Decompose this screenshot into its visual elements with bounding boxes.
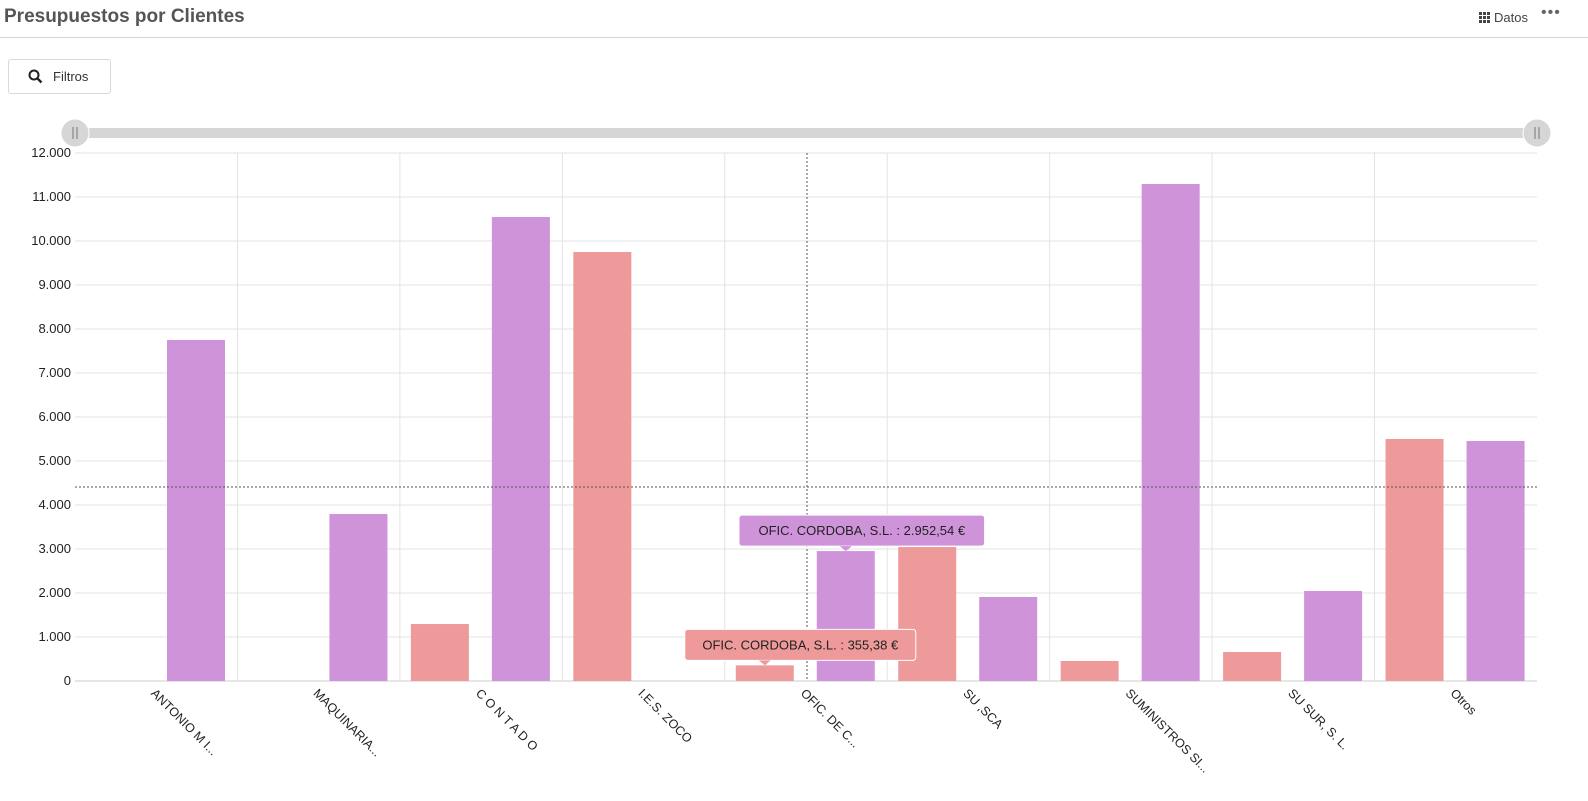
y-tick-label: 1.000 xyxy=(38,629,71,644)
y-tick-label: 12.000 xyxy=(31,145,71,160)
y-tick-label: 4.000 xyxy=(38,497,71,512)
tooltip-box xyxy=(738,514,986,547)
x-tick-label: C O N T A D O xyxy=(473,686,541,754)
bar-series2[interactable] xyxy=(1141,184,1200,681)
bar-series2[interactable] xyxy=(979,597,1038,681)
slider-handle-right[interactable] xyxy=(1522,118,1552,148)
y-tick-label: 3.000 xyxy=(38,541,71,556)
bar-series2[interactable] xyxy=(329,514,388,681)
page-title: Presupuestos por Clientes xyxy=(4,6,245,27)
y-tick-label: 7.000 xyxy=(38,365,71,380)
bar-series2[interactable] xyxy=(167,340,225,681)
tooltip-arrow xyxy=(839,546,852,552)
bar-series2[interactable] xyxy=(816,551,875,681)
bar-series2[interactable] xyxy=(1466,440,1525,681)
header: Presupuestos por Clientes Datos ••• xyxy=(0,0,1588,38)
bar-series1[interactable] xyxy=(898,547,957,681)
datos-button[interactable]: Datos xyxy=(1479,10,1528,25)
search-icon xyxy=(28,69,43,84)
bar-series1[interactable] xyxy=(735,665,794,681)
x-tick-label: ANTONIO M I... xyxy=(148,686,220,758)
y-tick-label: 11.000 xyxy=(32,189,71,204)
x-tick-label: SU ,SCA xyxy=(960,686,1006,732)
filtros-label: Filtros xyxy=(53,69,89,84)
filtros-button[interactable]: Filtros xyxy=(8,59,111,94)
tooltip-text: OFIC. CORDOBA, S.L. : 355,38 € xyxy=(702,637,899,652)
bar-series1[interactable] xyxy=(1060,660,1119,681)
y-tick-label: 10.000 xyxy=(31,233,71,248)
x-tick-label: OFIC. DE C... xyxy=(798,686,862,750)
range-slider[interactable] xyxy=(60,118,1552,148)
bar-series1[interactable] xyxy=(1385,439,1444,681)
y-tick-label: 0 xyxy=(64,673,71,688)
y-tick-label: 5.000 xyxy=(38,453,71,468)
bar-series1[interactable] xyxy=(410,624,469,681)
x-tick-label: Otros xyxy=(1448,686,1480,718)
x-tick-label: MAQUINARIA... xyxy=(311,686,384,759)
tooltip: OFIC. CORDOBA, S.L. : 355,38 € xyxy=(684,628,917,666)
y-tick-label: 6.000 xyxy=(38,409,71,424)
grid-icon xyxy=(1479,12,1490,23)
bar-series2[interactable] xyxy=(491,217,550,681)
slider-track[interactable] xyxy=(75,128,1537,138)
y-tick-label: 8.000 xyxy=(38,321,71,336)
x-tick-label: SU SUR, S. L. xyxy=(1285,686,1351,752)
y-tick-label: 2.000 xyxy=(38,585,71,600)
bar-series2[interactable] xyxy=(1304,591,1363,681)
bar-series1[interactable] xyxy=(573,252,632,681)
x-tick-label: SUMINISTROS SI... xyxy=(1123,686,1212,775)
x-tick-label: I.E.S. ZOCO xyxy=(635,686,695,746)
tooltip: OFIC. CORDOBA, S.L. : 2.952,54 € xyxy=(738,514,986,552)
tooltip-arrow xyxy=(758,660,771,666)
more-options-icon[interactable]: ••• xyxy=(1541,4,1561,21)
y-tick-label: 9.000 xyxy=(38,277,71,292)
tooltip-text: OFIC. CORDOBA, S.L. : 2.952,54 € xyxy=(758,523,965,538)
datos-label: Datos xyxy=(1494,10,1528,25)
slider-handle-left[interactable] xyxy=(60,118,90,148)
bar-series1[interactable] xyxy=(1223,652,1282,681)
tooltip-box xyxy=(684,628,917,661)
